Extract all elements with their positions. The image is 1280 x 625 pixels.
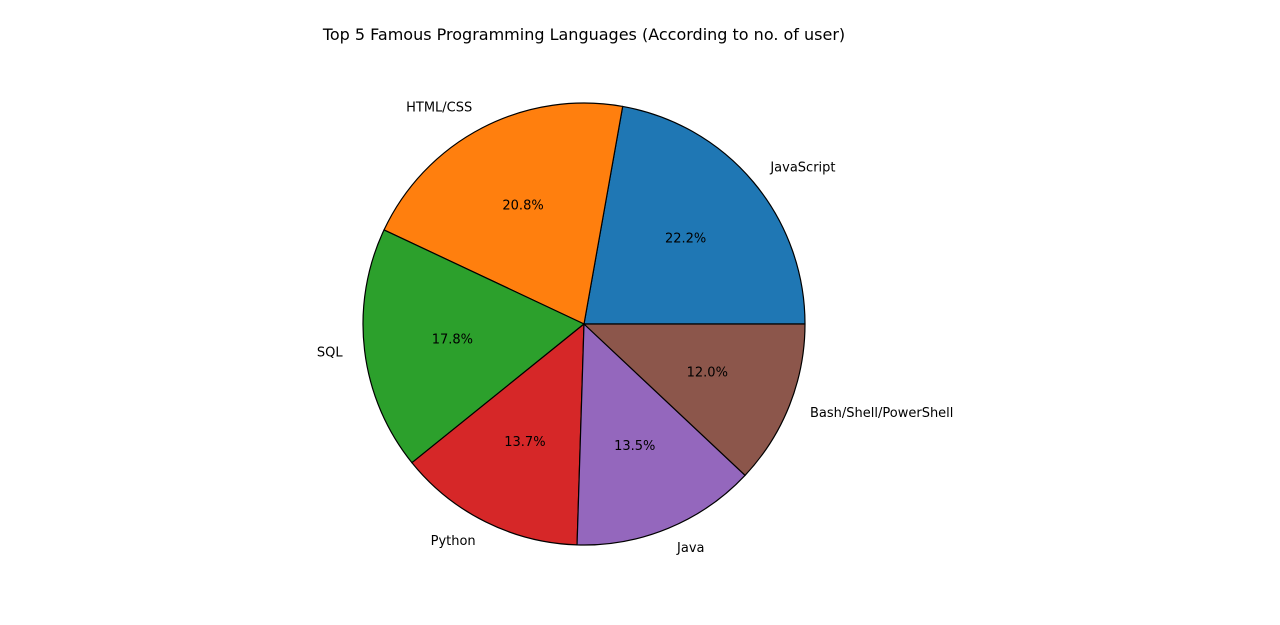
pie-slice-bash-shell-powershell xyxy=(583,323,806,476)
pie-slice-html-css xyxy=(383,102,624,325)
pie-slice-java xyxy=(576,323,746,546)
labels-layer: JavaScript 22.2% HTML/CSS 20.8% SQL 17.8% Pyth… xyxy=(317,101,954,557)
slice-percent-bash-shell-powershell: 12.0% xyxy=(687,365,728,380)
pie-slice-sql xyxy=(362,229,585,464)
slice-percent-html-css: 20.8% xyxy=(502,199,543,214)
slice-label-html-css: HTML/CSS xyxy=(406,101,472,116)
slice-percent-sql: 17.8% xyxy=(432,332,473,347)
slices-layer xyxy=(362,102,806,546)
slice-label-python: Python xyxy=(431,534,476,549)
pie-slice-python xyxy=(411,323,585,546)
slice-label-java: Java xyxy=(676,541,704,556)
slice-label-sql: SQL xyxy=(317,345,343,360)
chart-title: Top 5 Famous Programming Languages (Acco… xyxy=(322,25,845,44)
slice-label-bash-shell-powershell: Bash/Shell/PowerShell xyxy=(810,406,953,421)
slice-percent-python: 13.7% xyxy=(504,435,545,450)
slice-label-javascript: JavaScript xyxy=(769,160,835,175)
slice-percent-java: 13.5% xyxy=(614,439,655,454)
pie-slice-javascript xyxy=(583,105,806,325)
slice-percent-javascript: 22.2% xyxy=(665,231,706,246)
